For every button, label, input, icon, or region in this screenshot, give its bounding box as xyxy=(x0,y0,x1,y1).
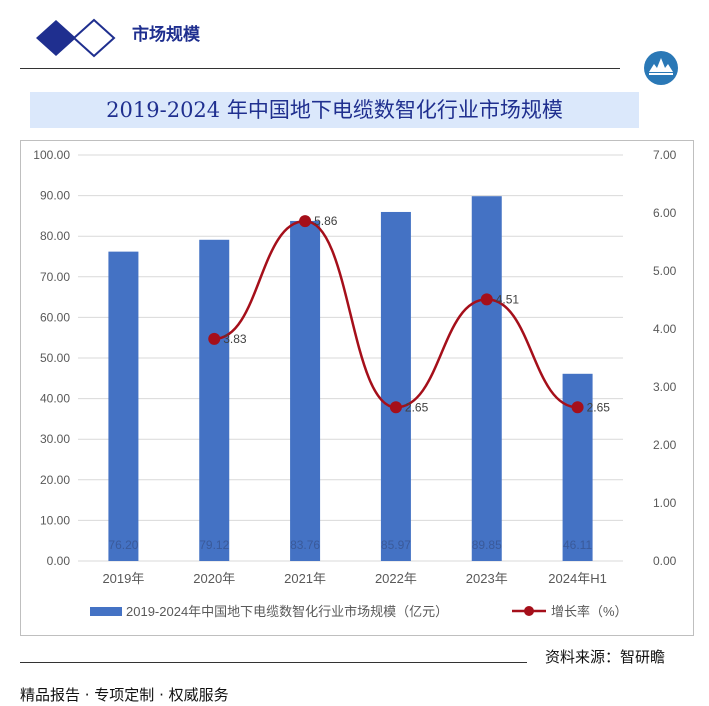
bar-value-label: 46.11 xyxy=(563,538,592,552)
growth-rate-point xyxy=(208,332,221,345)
footer-divider xyxy=(20,662,527,663)
header-divider xyxy=(20,68,620,69)
bar xyxy=(380,211,411,561)
y-right-tick-label: 6.00 xyxy=(653,206,677,220)
legend-line-marker xyxy=(524,606,534,616)
bar-value-label: 89.85 xyxy=(472,538,502,552)
y-right-tick-label: 2.00 xyxy=(653,438,677,452)
x-tick-label: 2023年 xyxy=(466,571,508,586)
y-right-tick-label: 7.00 xyxy=(653,148,677,162)
legend-bar-label: 2019-2024年中国地下电缆数智化行业市场规模（亿元） xyxy=(126,604,448,619)
growth-rate-point xyxy=(389,401,402,414)
x-tick-label: 2024年H1 xyxy=(548,571,607,586)
growth-rate-point xyxy=(571,401,584,414)
chart-title-band xyxy=(30,92,639,128)
chart-title: 2019-2024 年中国地下电缆数智化行业市场规模 xyxy=(106,98,563,122)
chart-frame xyxy=(20,140,694,636)
bar xyxy=(290,220,321,562)
bar-value-label: 83.76 xyxy=(290,538,320,552)
company-emblem-icon xyxy=(644,51,678,85)
y-left-tick-label: 50.00 xyxy=(40,351,70,365)
growth-rate-label: 2.65 xyxy=(587,400,611,414)
y-right-tick-label: 1.00 xyxy=(653,496,677,510)
y-left-tick-label: 80.00 xyxy=(40,229,70,243)
growth-rate-label: 3.83 xyxy=(223,332,247,346)
legend-line-label: 增长率（%） xyxy=(551,604,628,619)
logo-outline-diamond xyxy=(72,18,116,58)
x-tick-label: 2021年 xyxy=(284,571,326,586)
y-left-tick-label: 90.00 xyxy=(40,189,70,203)
source-note: 资料来源：智研瞻 xyxy=(545,648,666,666)
bar-value-label: 76.20 xyxy=(108,538,138,552)
x-tick-label: 2022年 xyxy=(375,571,417,586)
y-left-tick-label: 100.00 xyxy=(33,148,70,162)
growth-rate-point xyxy=(480,293,493,306)
y-right-tick-label: 3.00 xyxy=(653,380,677,394)
header-title: 市场规模 xyxy=(132,25,200,45)
y-right-tick-label: 5.00 xyxy=(653,264,677,278)
y-left-tick-label: 60.00 xyxy=(40,310,70,324)
bar xyxy=(199,239,230,561)
y-left-tick-label: 30.00 xyxy=(40,432,70,446)
logo-filled-diamond xyxy=(36,20,76,56)
bar xyxy=(108,251,139,561)
growth-rate-label: 5.86 xyxy=(314,214,338,228)
bar-value-label: 79.12 xyxy=(199,538,229,552)
y-left-tick-label: 0.00 xyxy=(47,554,71,568)
y-left-tick-label: 10.00 xyxy=(40,513,70,527)
chart-canvas: 0.00 10.00 20.00 30.00 40.00 50.00 60.00 70.00 8… xyxy=(33,148,677,619)
bar-value-label: 85.97 xyxy=(381,538,411,552)
growth-rate-point xyxy=(299,215,312,228)
x-tick-label: 2020年 xyxy=(193,571,235,586)
y-right-tick-label: 4.00 xyxy=(653,322,677,336)
bar xyxy=(471,196,502,562)
legend-bar-swatch xyxy=(90,607,122,616)
footer-tagline: 精品报告 · 专项定制 · 权威服务 xyxy=(20,686,229,704)
y-right-tick-label: 0.00 xyxy=(653,554,677,568)
y-left-tick-label: 40.00 xyxy=(40,392,70,406)
growth-rate-label: 2.65 xyxy=(405,400,429,414)
y-left-tick-label: 20.00 xyxy=(40,473,70,487)
y-left-tick-label: 70.00 xyxy=(40,270,70,284)
brand-logo xyxy=(36,18,116,58)
x-tick-label: 2019年 xyxy=(102,571,144,586)
growth-rate-label: 4.51 xyxy=(496,292,520,306)
